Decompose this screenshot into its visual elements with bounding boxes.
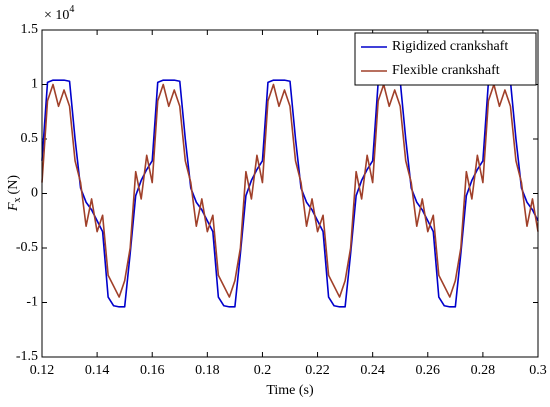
y-tick-label: 0.5 xyxy=(21,131,39,146)
y-label-subscript: x xyxy=(12,197,23,202)
y-tick-label: -1.5 xyxy=(16,349,38,364)
x-tick-label: 0.16 xyxy=(140,363,165,378)
x-tick-label: 0.24 xyxy=(360,363,385,378)
y-label-unit: (N) xyxy=(6,175,21,195)
y-multiplier: × 104 xyxy=(44,4,74,23)
x-axis-label: Time (s) xyxy=(266,383,314,398)
y-tick-label: -1 xyxy=(26,295,38,310)
legend-box xyxy=(354,32,537,86)
x-tick-label: 0.18 xyxy=(195,363,220,378)
x-tick-label: 0.22 xyxy=(305,363,330,378)
x-tick-label: 0.2 xyxy=(254,363,272,378)
y-tick-label: 1 xyxy=(31,77,38,92)
y-multiplier-base: × 10 xyxy=(44,8,69,23)
x-tick-label: 0.28 xyxy=(471,363,496,378)
y-label-symbol: F xyxy=(6,202,21,212)
series-line xyxy=(41,79,539,308)
series-line xyxy=(41,83,539,298)
x-tick-label: 0.3 xyxy=(529,363,547,378)
y-tick-label: 0 xyxy=(31,186,38,201)
plot-frame xyxy=(41,29,539,358)
y-tick-label: 1.5 xyxy=(21,22,39,37)
y-multiplier-exponent: 4 xyxy=(69,4,74,15)
legend-label: Flexible crankshaft xyxy=(392,63,500,78)
x-tick-label: 0.12 xyxy=(30,363,55,378)
legend-label: Rigidized crankshaft xyxy=(392,39,508,54)
y-axis-label: Fx (N) xyxy=(6,175,23,212)
y-tick-label: -0.5 xyxy=(16,240,38,255)
x-tick-label: 0.26 xyxy=(416,363,441,378)
x-tick-label: 0.14 xyxy=(85,363,110,378)
